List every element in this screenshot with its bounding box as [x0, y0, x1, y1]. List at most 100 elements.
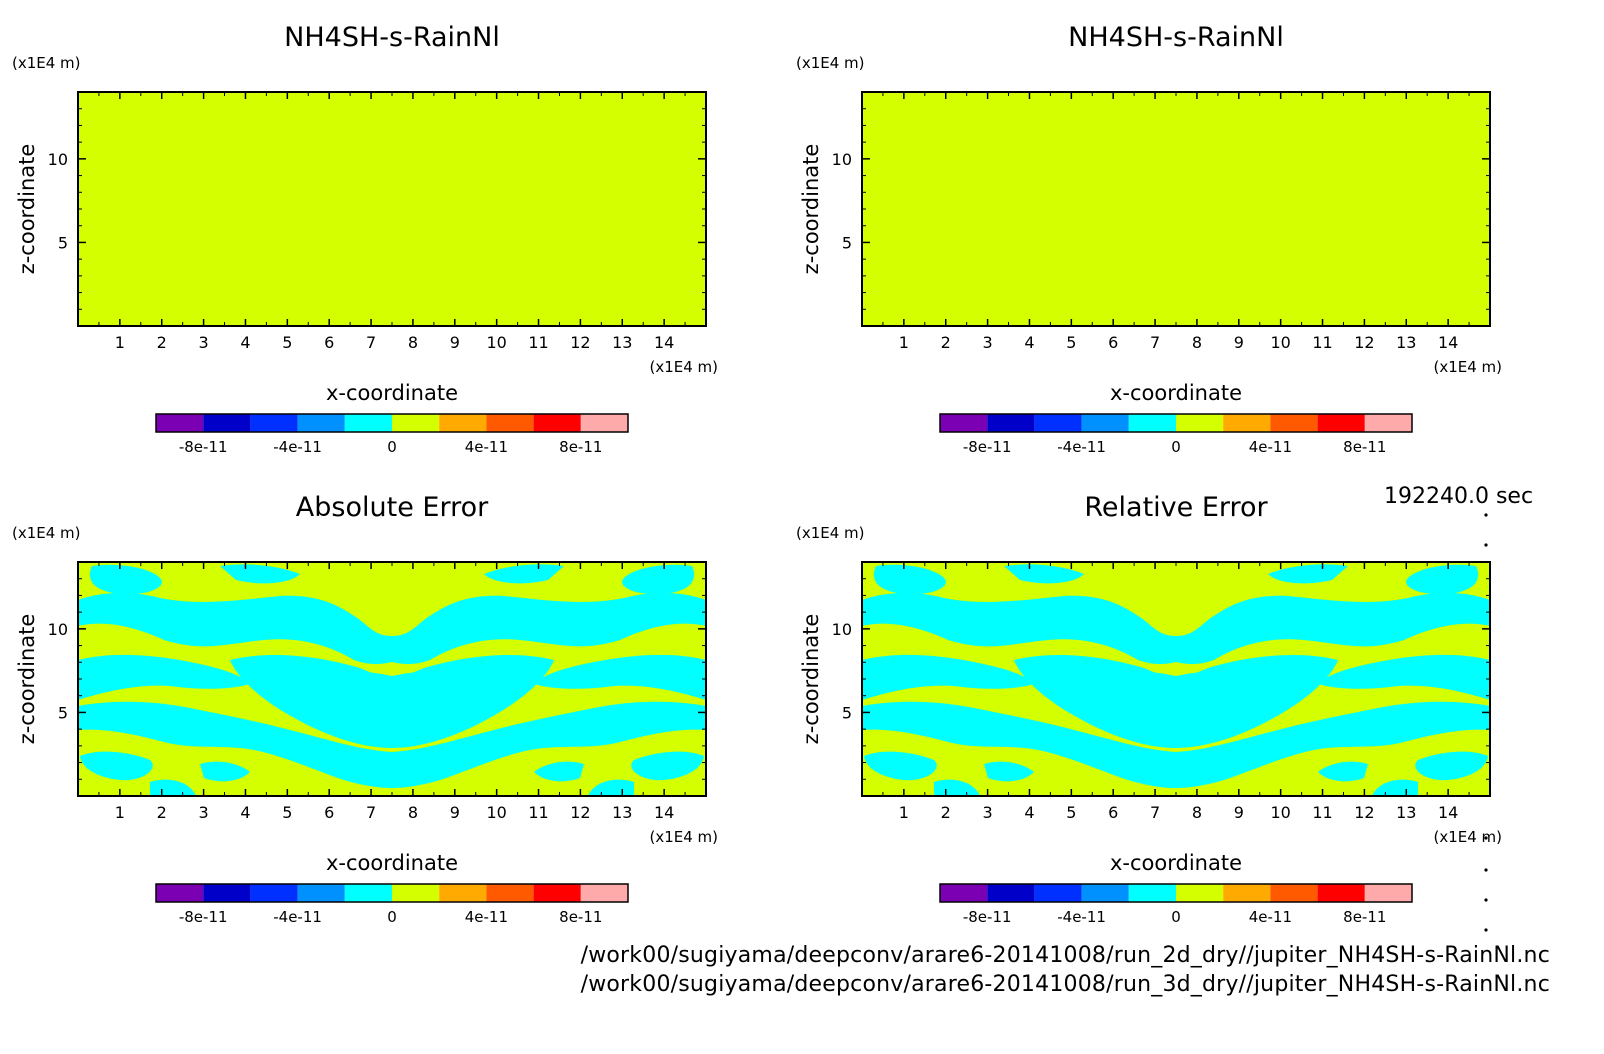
- y-axis-label: z-coordinate: [15, 144, 39, 275]
- colorbar-swatch: [940, 884, 988, 902]
- colorbar-swatch: [156, 884, 204, 902]
- y-tick-label: 5: [842, 703, 852, 722]
- x-tick-label: 10: [486, 803, 506, 822]
- colorbar-swatch: [486, 884, 534, 902]
- colorbar-label: 4e-11: [1249, 908, 1292, 926]
- x-tick-label: 4: [240, 333, 250, 352]
- colorbar-label: 4e-11: [465, 438, 508, 456]
- y-axis-label: z-coordinate: [799, 144, 823, 275]
- x-tick-label: 9: [450, 803, 460, 822]
- x-tick-label: 1: [899, 803, 909, 822]
- colorbar-swatch: [1034, 884, 1082, 902]
- colorbar-swatch: [533, 884, 581, 902]
- colorbar-swatch: [297, 884, 345, 902]
- x-tick-label: 11: [528, 333, 548, 352]
- colorbar-swatch: [250, 884, 298, 902]
- y-tick-label: 5: [58, 233, 68, 252]
- x-tick-label: 6: [324, 803, 334, 822]
- colorbar-label: -8e-11: [179, 908, 228, 926]
- x-tick-label: 3: [199, 333, 209, 352]
- y-tick-label: 10: [832, 150, 852, 169]
- chart-panel-2: 1 2 3 4 5 6 7 8 9 10 11 12 13 14510NH4SH-s-RainNl(x1E…: [796, 22, 1502, 456]
- x-tick-label: 2: [941, 803, 951, 822]
- colorbar-label: -4e-11: [273, 908, 322, 926]
- x-unit-label: (x1E4 m): [1433, 358, 1502, 376]
- x-tick-label: 5: [1066, 333, 1076, 352]
- x-tick-label: 14: [654, 803, 674, 822]
- colorbar-swatch: [392, 884, 440, 902]
- x-tick-label: 10: [486, 333, 506, 352]
- colorbar-label: -4e-11: [1057, 908, 1106, 926]
- colorbar-swatch: [344, 414, 392, 432]
- y-unit-label: (x1E4 m): [12, 524, 81, 542]
- x-tick-label: 1: [115, 333, 125, 352]
- colorbar-swatch: [297, 414, 345, 432]
- colorbar-swatch: [940, 414, 988, 432]
- colorbar-frame: [939, 883, 1413, 903]
- colorbar-label: 8e-11: [1343, 438, 1386, 456]
- x-tick-label: 5: [282, 333, 292, 352]
- colorbar-label: 0: [387, 908, 397, 926]
- x-unit-label: (x1E4 m): [649, 358, 718, 376]
- x-tick-label: 12: [1354, 803, 1374, 822]
- x-tick-label: 8: [1192, 333, 1202, 352]
- y-axis-label: z-coordinate: [15, 614, 39, 745]
- colorbar-swatch: [1223, 414, 1271, 432]
- colorbar-label: -4e-11: [1057, 438, 1106, 456]
- x-tick-label: 6: [1108, 803, 1118, 822]
- colorbar-swatch: [1034, 414, 1082, 432]
- colorbar-label: 4e-11: [1249, 438, 1292, 456]
- colorbar-swatch: [439, 414, 487, 432]
- colorbar-swatch: [1128, 414, 1176, 432]
- colorbar-label: 0: [387, 438, 397, 456]
- colorbar-swatch: [1364, 884, 1412, 902]
- x-axis-label: x-coordinate: [326, 851, 458, 875]
- x-tick-label: 12: [1354, 333, 1374, 352]
- x-tick-label: 14: [654, 333, 674, 352]
- colorbar-label: -4e-11: [273, 438, 322, 456]
- colorbar-swatch: [203, 414, 251, 432]
- x-tick-label: 13: [1396, 803, 1416, 822]
- x-tick-label: 1: [899, 333, 909, 352]
- chart-panel-1: 1 2 3 4 5 6 7 8 9 10 11 12 13 14510NH4SH-s-RainNl(x1E…: [12, 22, 718, 456]
- colorbar-swatch: [439, 884, 487, 902]
- x-tick-label: 13: [1396, 333, 1416, 352]
- x-tick-label: 6: [1108, 333, 1118, 352]
- x-tick-label: 12: [570, 333, 590, 352]
- colorbar-label: -8e-11: [179, 438, 228, 456]
- x-tick-label: 6: [324, 333, 334, 352]
- colorbar-swatch: [533, 414, 581, 432]
- colorbar-swatch: [1270, 414, 1318, 432]
- y-axis-label: z-coordinate: [799, 614, 823, 745]
- margin-dot: [1484, 836, 1488, 840]
- colorbar-swatch: [156, 414, 204, 432]
- x-tick-label: 4: [240, 803, 250, 822]
- colorbar-swatch: [1176, 884, 1224, 902]
- colorbar-swatch: [1270, 884, 1318, 902]
- colorbar-label: 4e-11: [465, 908, 508, 926]
- x-tick-label: 10: [1270, 803, 1290, 822]
- y-tick-label: 10: [48, 620, 68, 639]
- margin-dot: [1484, 868, 1488, 872]
- colorbar-frame: [155, 413, 629, 433]
- colorbar-label: -8e-11: [963, 908, 1012, 926]
- x-tick-label: 9: [1234, 803, 1244, 822]
- x-tick-label: 8: [408, 333, 418, 352]
- x-tick-label: 7: [1150, 803, 1160, 822]
- colorbar-swatch: [1317, 414, 1365, 432]
- x-tick-label: 5: [1066, 803, 1076, 822]
- x-tick-label: 13: [612, 333, 632, 352]
- panel-title: Absolute Error: [296, 492, 489, 523]
- x-axis-label: x-coordinate: [1110, 851, 1242, 875]
- x-tick-label: 11: [1312, 803, 1332, 822]
- colorbar-swatch: [1128, 884, 1176, 902]
- colorbar-swatch: [1364, 414, 1412, 432]
- x-tick-label: 3: [199, 803, 209, 822]
- colorbar: -8e-11 -4e-11 0 4e-11 8e-11: [939, 413, 1413, 456]
- colorbar-label: 8e-11: [1343, 908, 1386, 926]
- panel-title: NH4SH-s-RainNl: [1068, 22, 1284, 53]
- x-tick-label: 9: [450, 333, 460, 352]
- colorbar-label: 8e-11: [559, 438, 602, 456]
- x-tick-label: 3: [983, 333, 993, 352]
